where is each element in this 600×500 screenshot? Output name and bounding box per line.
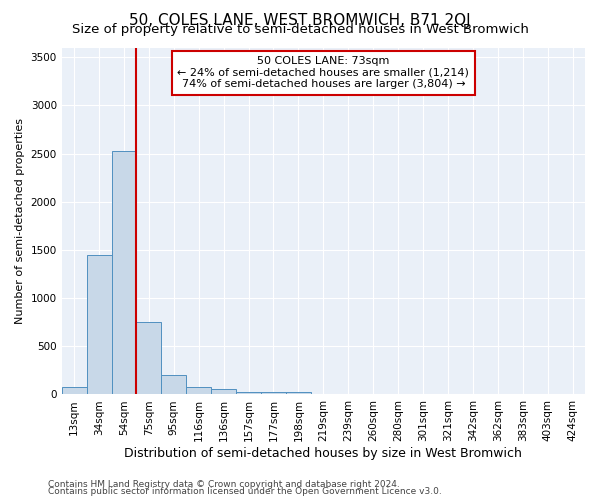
Y-axis label: Number of semi-detached properties: Number of semi-detached properties [15,118,25,324]
Text: 50 COLES LANE: 73sqm
← 24% of semi-detached houses are smaller (1,214)
74% of se: 50 COLES LANE: 73sqm ← 24% of semi-detac… [178,56,469,90]
Text: 50, COLES LANE, WEST BROMWICH, B71 2QJ: 50, COLES LANE, WEST BROMWICH, B71 2QJ [129,12,471,28]
Text: Contains HM Land Registry data © Crown copyright and database right 2024.: Contains HM Land Registry data © Crown c… [48,480,400,489]
Bar [62,387,86,394]
Bar [286,392,311,394]
X-axis label: Distribution of semi-detached houses by size in West Bromwich: Distribution of semi-detached houses by … [124,447,522,460]
Bar [112,150,136,394]
Text: Contains public sector information licensed under the Open Government Licence v3: Contains public sector information licen… [48,488,442,496]
Bar [186,386,211,394]
Bar [261,392,286,394]
Bar [236,392,261,394]
Text: Size of property relative to semi-detached houses in West Bromwich: Size of property relative to semi-detach… [71,22,529,36]
Bar [161,375,186,394]
Bar [211,389,236,394]
Bar [136,322,161,394]
Bar [86,254,112,394]
